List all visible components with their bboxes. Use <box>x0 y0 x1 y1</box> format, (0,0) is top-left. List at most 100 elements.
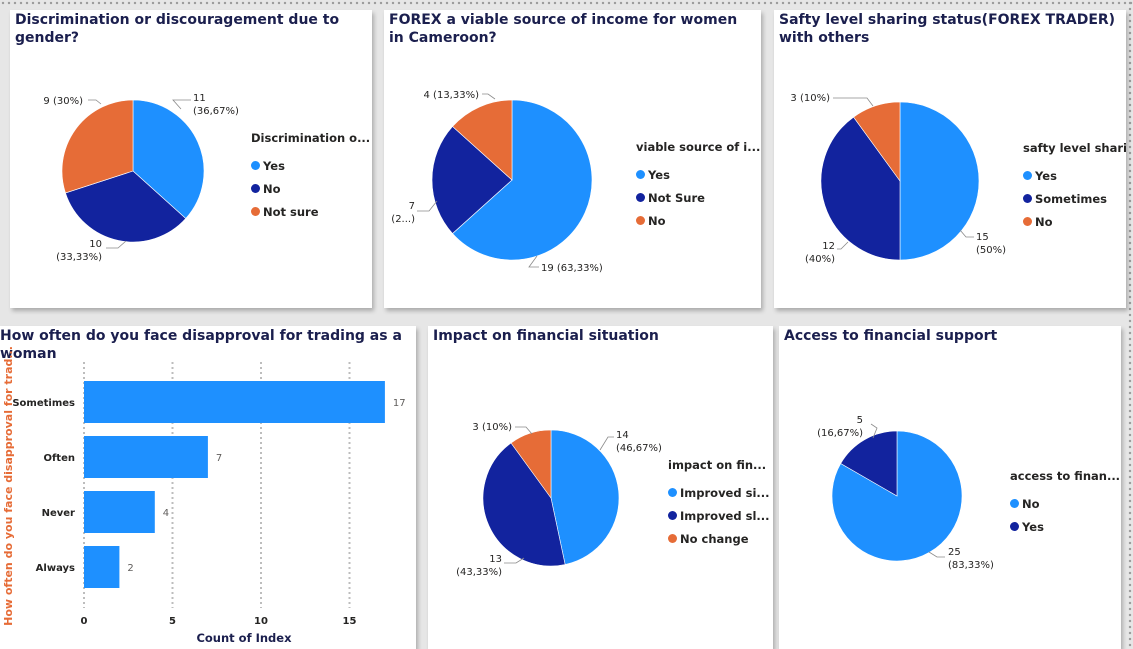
legend-label: No <box>263 181 281 196</box>
card-title: Impact on financial situation <box>433 328 659 344</box>
bar-value-label: 2 <box>127 563 133 574</box>
safety-legend[interactable]: safty level shari... Yes Sometimes No <box>1023 141 1126 233</box>
card-title: How often do you face disapproval for tr… <box>0 328 402 362</box>
leader-line <box>515 426 533 435</box>
gender-pie-chart[interactable]: 11 (36,67%) 10 (33,33%) 9 (30%) <box>10 10 372 308</box>
pie-slice-improved-si[interactable] <box>550 429 620 565</box>
disapproval-bar-chart[interactable]: 0 5 10 15 Sometimes 17 Often 7 Never 4 Always 2 Coun… <box>0 326 416 649</box>
pie-slice-yes[interactable] <box>452 99 593 261</box>
pie-data-label: 15 <box>976 232 989 243</box>
leader-line <box>417 200 438 212</box>
pie-data-label: 12 <box>822 241 835 252</box>
legend-item-not-sure[interactable]: Not Sure <box>636 186 760 209</box>
bar-often[interactable] <box>84 436 208 478</box>
y-axis-title: How often do you face disapproval for tr… <box>2 346 15 626</box>
leader-line <box>870 423 878 439</box>
legend-item-sometimes[interactable]: Sometimes <box>1023 187 1126 210</box>
leader-line <box>504 557 525 564</box>
pie-slice-yes[interactable] <box>132 99 205 219</box>
safety-level-card[interactable]: Safty level sharing status(FOREX TRADER)… <box>774 10 1126 308</box>
legend-item-yes[interactable]: Yes <box>251 154 370 177</box>
bar-always[interactable] <box>84 546 120 588</box>
pie-slice-yes[interactable] <box>840 430 898 497</box>
pie-data-label: 5 <box>857 415 863 426</box>
pie-slice-no[interactable] <box>853 101 901 182</box>
legend-item-no[interactable]: No <box>1010 492 1120 515</box>
legend-item-yes[interactable]: Yes <box>1010 515 1120 538</box>
bar-value-label: 4 <box>163 508 169 519</box>
y-category-label: Always <box>36 563 75 574</box>
pie-slice-no-change[interactable] <box>510 429 552 499</box>
legend-label: Yes <box>263 158 285 173</box>
impact-card[interactable]: Impact on financial situation 14 (46,67%)… <box>428 326 773 649</box>
legend-dot <box>1023 194 1032 203</box>
legend-item-no[interactable]: No <box>251 177 370 200</box>
card-title: Discrimination or discouragement due to … <box>15 12 340 46</box>
pie-slice-not-sure[interactable] <box>61 99 134 194</box>
impact-pie-chart[interactable]: 14 (46,67%) 13 (43,33%) 3 (10%) <box>428 326 773 649</box>
legend-item-yes[interactable]: Yes <box>636 163 760 186</box>
access-card[interactable]: Access to financial support 25 (83,33%) 5 (… <box>779 326 1121 649</box>
forex-pie-chart[interactable]: 19 (63,33%) 7 (2...) 4 (13,33%) <box>384 10 761 308</box>
leader-line <box>106 240 127 249</box>
leader-line <box>928 551 945 558</box>
impact-legend[interactable]: impact on fin... Improved si... Improved … <box>668 458 770 550</box>
pie-slice-yes[interactable] <box>899 101 980 261</box>
legend-label: Not sure <box>263 204 319 219</box>
pie-data-label: 3 (10%) <box>790 93 830 104</box>
legend-title: access to finan... <box>1010 469 1121 483</box>
leader-line <box>88 99 102 105</box>
pie-slice-not-sure[interactable] <box>431 126 513 234</box>
legend-item-improved-sl[interactable]: Improved sl... <box>668 504 770 527</box>
pie-data-label: (43,33%) <box>456 567 502 578</box>
legend-dot <box>1023 217 1032 226</box>
legend-label: No <box>1035 214 1053 229</box>
access-legend[interactable]: access to finan... No Yes <box>1010 469 1120 538</box>
legend-item-improved-si[interactable]: Improved si... <box>668 481 770 504</box>
y-category-label: Never <box>42 508 75 519</box>
forex-legend[interactable]: viable source of i... Yes Not Sure No <box>636 140 760 232</box>
gender-discrimination-card[interactable]: Discrimination or discouragement due to … <box>10 10 372 308</box>
forex-viable-card[interactable]: FOREX a viable source of income for wome… <box>384 10 761 308</box>
pie-data-label: (33,33%) <box>56 252 102 263</box>
bar-sometimes[interactable] <box>84 381 385 423</box>
legend-dot <box>668 534 677 543</box>
legend-item-not-sure[interactable]: Not sure <box>251 200 370 223</box>
legend-label: Yes <box>1022 519 1044 534</box>
pie-data-label: 10 <box>89 239 102 250</box>
leader-line <box>837 241 849 250</box>
pie-data-label: 19 (63,33%) <box>541 263 603 274</box>
legend-dot <box>251 161 260 170</box>
legend-title: safty level shari... <box>1023 141 1126 155</box>
pie-data-label: (46,67%) <box>616 443 662 454</box>
bar-never[interactable] <box>84 491 155 533</box>
legend-label: Not Sure <box>648 190 705 205</box>
legend-item-no[interactable]: No <box>1023 210 1126 233</box>
access-pie-chart[interactable]: 25 (83,33%) 5 (16,67%) <box>779 326 1121 649</box>
x-tick-label: 15 <box>343 616 357 627</box>
pie-slice-improved-sl[interactable] <box>482 442 566 567</box>
card-title: Access to financial support <box>784 328 998 344</box>
legend-title: Discrimination o... <box>251 131 371 145</box>
legend-title: impact on fin... <box>668 458 767 472</box>
pie-slice-no[interactable] <box>452 99 513 181</box>
bar-value-label: 7 <box>216 453 222 464</box>
legend-item-no-change[interactable]: No change <box>668 527 770 550</box>
leader-line <box>833 97 874 107</box>
pie-slice-sometimes[interactable] <box>820 116 901 261</box>
legend-item-no[interactable]: No <box>636 209 760 232</box>
bar-value-label: 17 <box>393 398 406 409</box>
y-category-label: Sometimes <box>12 398 75 409</box>
legend-item-yes[interactable]: Yes <box>1023 164 1126 187</box>
dotted-border-right <box>1127 0 1133 649</box>
pie-data-label: 4 (13,33%) <box>424 90 480 101</box>
legend-label: Sometimes <box>1035 191 1108 206</box>
pie-data-label: (16,67%) <box>817 428 863 439</box>
gender-legend[interactable]: Discrimination o... Yes No Not sure <box>251 131 370 223</box>
safety-pie-chart[interactable]: 15 (50%) 12 (40%) 3 (10%) <box>774 10 1126 308</box>
pie-data-label: (83,33%) <box>948 560 994 571</box>
legend-dot <box>636 216 645 225</box>
pie-data-label: 9 (30%) <box>43 96 83 107</box>
disapproval-card[interactable]: How often do you face disapproval for tr… <box>0 326 416 649</box>
pie-slice-no[interactable] <box>65 170 187 243</box>
